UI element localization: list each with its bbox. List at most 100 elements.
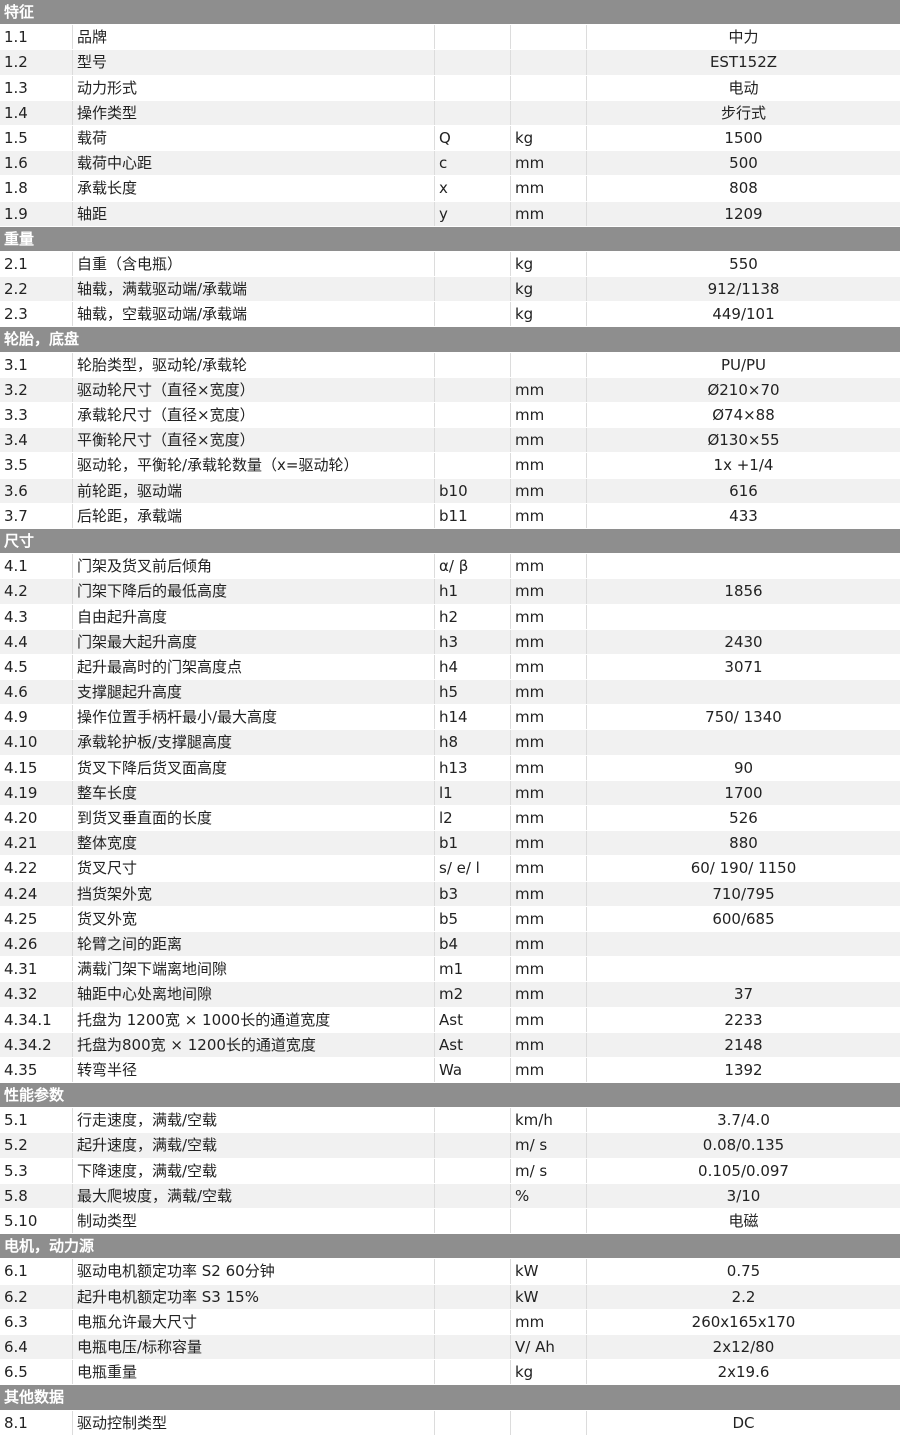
item-value: 37 xyxy=(733,985,754,1004)
item-number: 4.3 xyxy=(0,604,73,629)
item-unit: mm xyxy=(511,957,587,982)
table-row: 4.21 整体宽度 b1 mm 880 xyxy=(0,831,900,857)
item-name: 后轮距，承载端 xyxy=(73,503,435,528)
item-name: 托盘为 1200宽 × 1000长的通道宽度 xyxy=(73,1007,435,1032)
item-name: 前轮距，驱动端 xyxy=(73,478,435,503)
item-value: PU/PU xyxy=(720,355,767,374)
item-value: Ø130×55 xyxy=(707,431,780,450)
table-row: 5.2 起升速度，满载/空载 m/ s 0.08/0.135 xyxy=(0,1133,900,1159)
item-number: 4.22 xyxy=(0,856,73,881)
item-symbol: h5 xyxy=(435,680,511,705)
item-symbol xyxy=(435,1209,511,1234)
table-row: 4.3 自由起升高度 h2 mm xyxy=(0,604,900,630)
item-symbol xyxy=(435,25,511,50)
item-value xyxy=(587,730,900,754)
table-row: 1.6 载荷中心距 c mm 500 xyxy=(0,151,900,177)
item-unit: mm xyxy=(511,982,587,1007)
item-name: 托盘为800宽 × 1200长的通道宽度 xyxy=(73,1032,435,1057)
item-symbol: m1 xyxy=(435,957,511,982)
item-name: 转弯半径 xyxy=(73,1057,435,1083)
item-value: 880 xyxy=(729,834,758,853)
item-symbol xyxy=(435,251,511,277)
item-symbol xyxy=(435,352,511,377)
item-symbol xyxy=(435,1334,511,1360)
item-name: 轴载，空载驱动端/承载端 xyxy=(73,302,435,327)
item-unit: mm xyxy=(511,176,587,201)
table-row: 5.1 行走速度，满载/空载 km/h 3.7/4.0 xyxy=(0,1108,900,1134)
item-unit: mm xyxy=(511,856,587,881)
table-row: 3.4 平衡轮尺寸（直径×宽度） mm Ø130×55 xyxy=(0,428,900,454)
item-number: 3.6 xyxy=(0,478,73,503)
table-row: 8.1 驱动控制类型 DC xyxy=(0,1410,900,1436)
item-name: 平衡轮尺寸（直径×宽度） xyxy=(73,428,435,453)
item-symbol: y xyxy=(435,201,511,226)
item-number: 4.5 xyxy=(0,654,73,680)
item-unit: kg xyxy=(511,125,587,151)
item-symbol: b3 xyxy=(435,881,511,906)
item-name: 整体宽度 xyxy=(73,831,435,856)
table-row: 4.35 转弯半径 Wa mm 1392 xyxy=(0,1057,900,1084)
table-row: 4.19 整车长度 l1 mm 1700 xyxy=(0,780,900,806)
item-unit: mm xyxy=(511,151,587,176)
item-value: 2148 xyxy=(724,1035,763,1054)
item-value xyxy=(587,554,900,578)
table-row: 2.3 轴载，空载驱动端/承载端 kg 449/101 xyxy=(0,302,900,328)
item-unit: kg xyxy=(511,277,587,302)
item-unit: V/ Ah xyxy=(511,1334,587,1360)
item-number: 5.10 xyxy=(0,1209,73,1234)
item-number: 6.4 xyxy=(0,1334,73,1360)
table-row: 4.9 操作位置手柄杆最小/最大高度 h14 mm 750/ 1340 xyxy=(0,705,900,731)
item-value xyxy=(587,957,900,981)
item-name: 自重（含电瓶） xyxy=(73,251,435,277)
item-unit: mm xyxy=(511,881,587,906)
item-unit: mm xyxy=(511,478,587,503)
item-value: 2233 xyxy=(724,1010,763,1029)
item-number: 4.6 xyxy=(0,680,73,705)
item-unit: mm xyxy=(511,755,587,780)
item-value: 3071 xyxy=(724,657,763,676)
table-row: 3.5 驱动轮，平衡轮/承载轮数量（x=驱动轮） mm 1x +1/4 xyxy=(0,453,900,479)
item-value: 1x +1/4 xyxy=(713,456,774,475)
item-unit: mm xyxy=(511,730,587,755)
item-unit: mm xyxy=(511,579,587,604)
item-symbol: α/ β xyxy=(435,554,511,579)
item-unit: mm xyxy=(511,1309,587,1334)
item-unit: mm xyxy=(511,1007,587,1032)
item-name: 驱动控制类型 xyxy=(73,1410,435,1435)
item-value: 1392 xyxy=(724,1060,763,1079)
item-value: 步行式 xyxy=(720,103,766,122)
item-name: 货叉外宽 xyxy=(73,906,435,931)
table-row: 6.4 电瓶电压/标称容量 V/ Ah 2x12/80 xyxy=(0,1334,900,1361)
item-unit: mm xyxy=(511,1057,587,1083)
item-symbol xyxy=(435,1183,511,1208)
item-unit: mm xyxy=(511,806,587,831)
item-unit: mm xyxy=(511,705,587,730)
item-value: 1856 xyxy=(724,582,763,601)
item-symbol xyxy=(435,1158,511,1183)
item-name: 支撑腿起升高度 xyxy=(73,680,435,705)
item-number: 6.3 xyxy=(0,1309,73,1334)
item-number: 4.31 xyxy=(0,957,73,982)
table-row: 5.10 制动类型 电磁 xyxy=(0,1209,900,1235)
item-value: 808 xyxy=(729,179,758,198)
item-name: 承载长度 xyxy=(73,176,435,201)
item-number: 5.8 xyxy=(0,1183,73,1208)
table-row: 4.24 挡货架外宽 b3 mm 710/795 xyxy=(0,881,900,907)
item-number: 1.8 xyxy=(0,176,73,201)
item-number: 3.1 xyxy=(0,352,73,377)
table-row: 2.1 自重（含电瓶） kg 550 xyxy=(0,251,900,278)
table-row: 4.31 满载门架下端离地间隙 m1 mm xyxy=(0,957,900,983)
item-number: 1.3 xyxy=(0,75,73,100)
item-value: 433 xyxy=(729,506,758,525)
item-name: 电瓶电压/标称容量 xyxy=(73,1334,435,1360)
item-number: 1.9 xyxy=(0,201,73,226)
table-row: 4.32 轴距中心处离地间隙 m2 mm 37 xyxy=(0,982,900,1008)
table-row: 4.4 门架最大起升高度 h3 mm 2430 xyxy=(0,629,900,655)
item-number: 1.6 xyxy=(0,151,73,176)
item-unit: kW xyxy=(511,1284,587,1309)
item-name: 货叉尺寸 xyxy=(73,856,435,881)
item-symbol xyxy=(435,75,511,100)
table-row: 3.6 前轮距，驱动端 b10 mm 616 xyxy=(0,478,900,504)
table-row: 6.3 电瓶允许最大尺寸 mm 260x165x170 xyxy=(0,1309,900,1335)
item-number: 4.21 xyxy=(0,831,73,856)
